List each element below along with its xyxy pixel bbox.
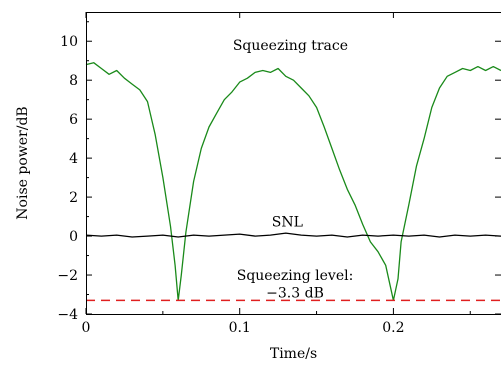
plot-lines [85, 62, 501, 302]
y-tick-label: −4 [57, 307, 78, 323]
snl-annotation: SNL [272, 214, 303, 230]
y-tick-label: 4 [69, 151, 78, 167]
y-tick-label: 6 [69, 112, 78, 128]
y-tick-label: −2 [57, 268, 78, 284]
axis-ticks [85, 12, 501, 315]
squeezing-trace-annotation: Squeezing trace [233, 38, 348, 54]
y-tick-label: 10 [60, 34, 78, 50]
snl-line [85, 232, 501, 238]
tick-labels: 0 0.1 0.2 −4 −2 0 2 4 6 8 10 [57, 34, 404, 336]
squeezing-level-annotation-line2: −3.3 dB [266, 285, 324, 301]
x-tick-label: 0.2 [382, 320, 404, 336]
y-tick-label: 8 [69, 73, 78, 89]
y-axis-label: Noise power/dB [15, 106, 31, 219]
plot-frame [86, 12, 501, 315]
x-tick-label: 0 [82, 320, 91, 336]
y-tick-label: 2 [69, 190, 78, 206]
y-tick-label: 0 [69, 229, 78, 245]
squeezing-trace-line [85, 62, 501, 302]
x-axis-label: Time/s [270, 346, 317, 362]
squeezing-level-annotation-line1: Squeezing level: [237, 268, 354, 284]
x-tick-label: 0.1 [229, 320, 251, 336]
